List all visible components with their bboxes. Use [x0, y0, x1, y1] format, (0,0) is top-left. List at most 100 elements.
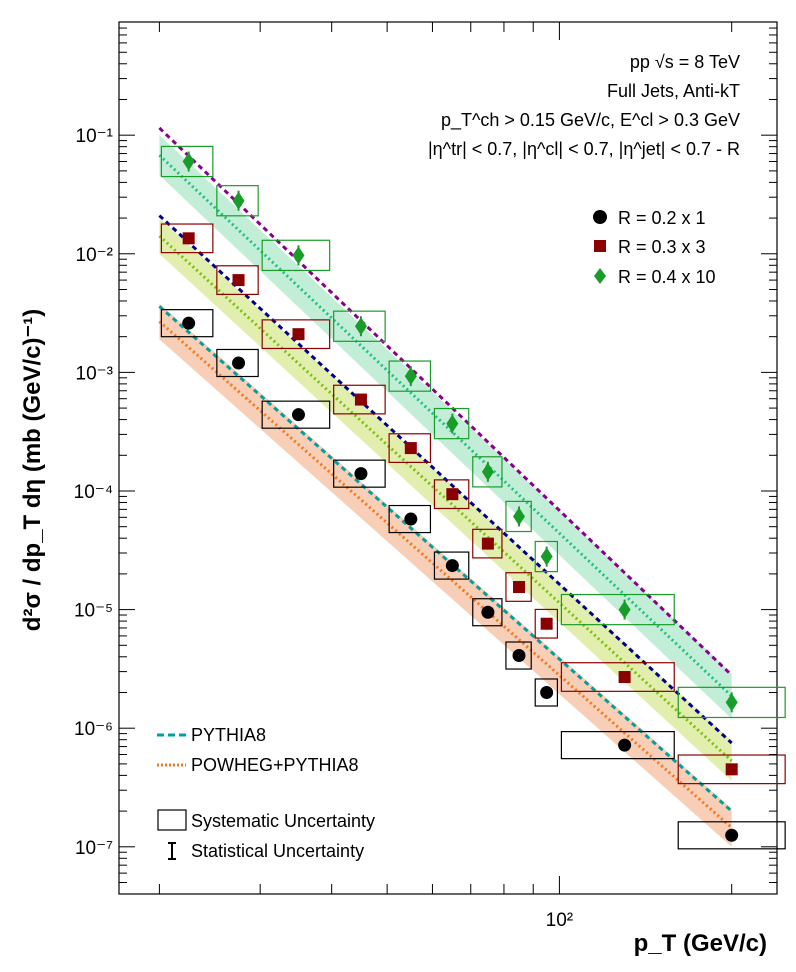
marker-r03-5 [446, 488, 459, 501]
marker-r02-0 [182, 316, 196, 330]
legend-marker-r02 [593, 210, 607, 224]
marker-r04-7 [513, 507, 526, 526]
annotation-jets: Full Jets, Anti-kT [607, 81, 740, 101]
marker-r02-4 [404, 512, 418, 526]
marker-r04-9 [618, 600, 631, 619]
legend-label-r02: R = 0.2 x 1 [618, 208, 706, 228]
legend-label-r03: R = 0.3 x 3 [618, 237, 706, 257]
annotation-cuts: p_T^ch > 0.15 GeV/c, E^cl > 0.3 GeV [441, 110, 740, 131]
marker-r02-10 [725, 828, 739, 842]
marker-r04-5 [446, 414, 459, 433]
marker-r02-7 [512, 649, 526, 663]
annotation-collision: pp √s = 8 TeV [630, 52, 740, 72]
x-axis-label: p_T (GeV/c) [634, 930, 767, 957]
marker-r04-4 [404, 367, 417, 386]
marker-r03-8 [540, 617, 553, 630]
syst-box-s1-4 [388, 433, 432, 463]
syst-box-s0-0 [160, 309, 214, 338]
y-tick-label: 10⁻² [76, 245, 114, 266]
marker-r02-5 [445, 559, 459, 573]
syst-box-s0-4 [388, 504, 432, 534]
y-tick-label: 10⁻⁵ [74, 601, 113, 622]
syst-box-s1-3 [333, 384, 386, 415]
syst-box-s2-2 [261, 239, 331, 272]
syst-box-s2-7 [505, 500, 532, 533]
powheg-band-1 [159, 218, 732, 781]
powheg-band-2 [159, 135, 732, 719]
syst-box-s1-6 [472, 528, 503, 559]
syst-box-s0-2 [261, 400, 331, 429]
y-tick-label: 10⁻⁶ [74, 719, 113, 740]
syst-box-s0-10 [677, 821, 786, 850]
syst-box-s2-9 [560, 593, 675, 626]
marker-r03-7 [513, 581, 526, 594]
marker-r02-2 [291, 408, 305, 422]
marker-r02-3 [354, 467, 368, 481]
syst-box-s2-5 [433, 407, 470, 440]
marker-r02-8 [540, 685, 554, 699]
syst-box-s2-4 [388, 360, 432, 392]
syst-box-s0-6 [472, 598, 503, 627]
legend-label-r04: R = 0.4 x 10 [618, 267, 716, 287]
legend-theory: PYTHIA8 POWHEG+PYTHIA8 Systematic Uncert… [157, 725, 375, 861]
marker-r02-6 [481, 605, 495, 619]
systematic-boxes [160, 145, 786, 850]
syst-box-s2-10 [677, 686, 786, 719]
syst-box-s2-3 [333, 310, 386, 342]
syst-box-s0-3 [333, 459, 386, 488]
marker-r03-4 [404, 442, 417, 455]
syst-box-s1-0 [160, 223, 214, 254]
syst-box-s0-7 [505, 641, 532, 670]
plot-frame [118, 21, 778, 895]
legend-powheg-label: POWHEG+PYTHIA8 [191, 755, 359, 775]
syst-box-s1-1 [216, 265, 259, 295]
y-tick-label: 10⁻⁷ [75, 838, 113, 859]
marker-r04-10 [725, 693, 738, 712]
syst-box-s1-5 [433, 479, 470, 510]
y-tick-label: 10⁻³ [76, 363, 114, 384]
powheg-line-0 [158, 320, 733, 829]
marker-r04-1 [232, 191, 245, 210]
pythia-line-2 [158, 126, 733, 677]
powheg-band-0 [159, 303, 732, 847]
syst-box-s2-8 [534, 540, 559, 573]
y-axis-label: d²σ / dp_T dη (mb (GeV/c)⁻¹) [19, 309, 46, 631]
marker-r04-8 [540, 547, 553, 566]
legend-series: R = 0.2 x 1 R = 0.3 x 3 R = 0.4 x 10 [593, 208, 716, 287]
legend-pythia-label: PYTHIA8 [191, 725, 266, 745]
legend-stat-label: Statistical Uncertainty [191, 841, 364, 861]
marker-r03-0 [182, 232, 195, 245]
marker-r02-1 [232, 356, 246, 370]
marker-r03-3 [354, 393, 367, 406]
syst-box-s2-1 [216, 185, 259, 217]
data-markers [182, 151, 739, 842]
marker-r04-2 [292, 246, 305, 265]
syst-box-s2-6 [472, 456, 503, 488]
syst-box-s1-8 [534, 608, 559, 639]
marker-r03-6 [481, 537, 494, 550]
syst-box-s1-10 [677, 754, 786, 785]
legend-marker-r03 [594, 240, 606, 252]
syst-box-s1-2 [261, 319, 331, 350]
marker-r03-1 [232, 274, 245, 287]
syst-box-s2-0 [160, 145, 214, 178]
marker-r02-9 [618, 738, 632, 752]
marker-r03-9 [618, 671, 631, 684]
x-axis-ticks: 10² [158, 22, 733, 931]
theory-bands [159, 135, 732, 847]
marker-r03-10 [725, 763, 738, 776]
legend-syst-box [157, 809, 187, 831]
syst-box-s1-7 [505, 572, 532, 602]
pythia-line-0 [158, 305, 733, 813]
annotation-eta: |η^tr| < 0.7, |η^cl| < 0.7, |η^jet| < 0.… [428, 139, 740, 159]
legend-syst-label: Systematic Uncertainty [191, 811, 375, 831]
syst-box-s1-9 [560, 662, 675, 692]
syst-box-s0-5 [433, 551, 470, 580]
legend-marker-r04 [594, 268, 606, 284]
powheg-line-2 [158, 154, 733, 698]
syst-box-s0-8 [534, 678, 559, 707]
x-tick-label: 10² [546, 910, 573, 931]
y-axis-ticks: 10⁻⁷ 10⁻⁶ 10⁻⁵ 10⁻⁴ 10⁻³ 10⁻² 10⁻¹ [74, 21, 777, 895]
syst-box-s0-9 [560, 731, 675, 760]
